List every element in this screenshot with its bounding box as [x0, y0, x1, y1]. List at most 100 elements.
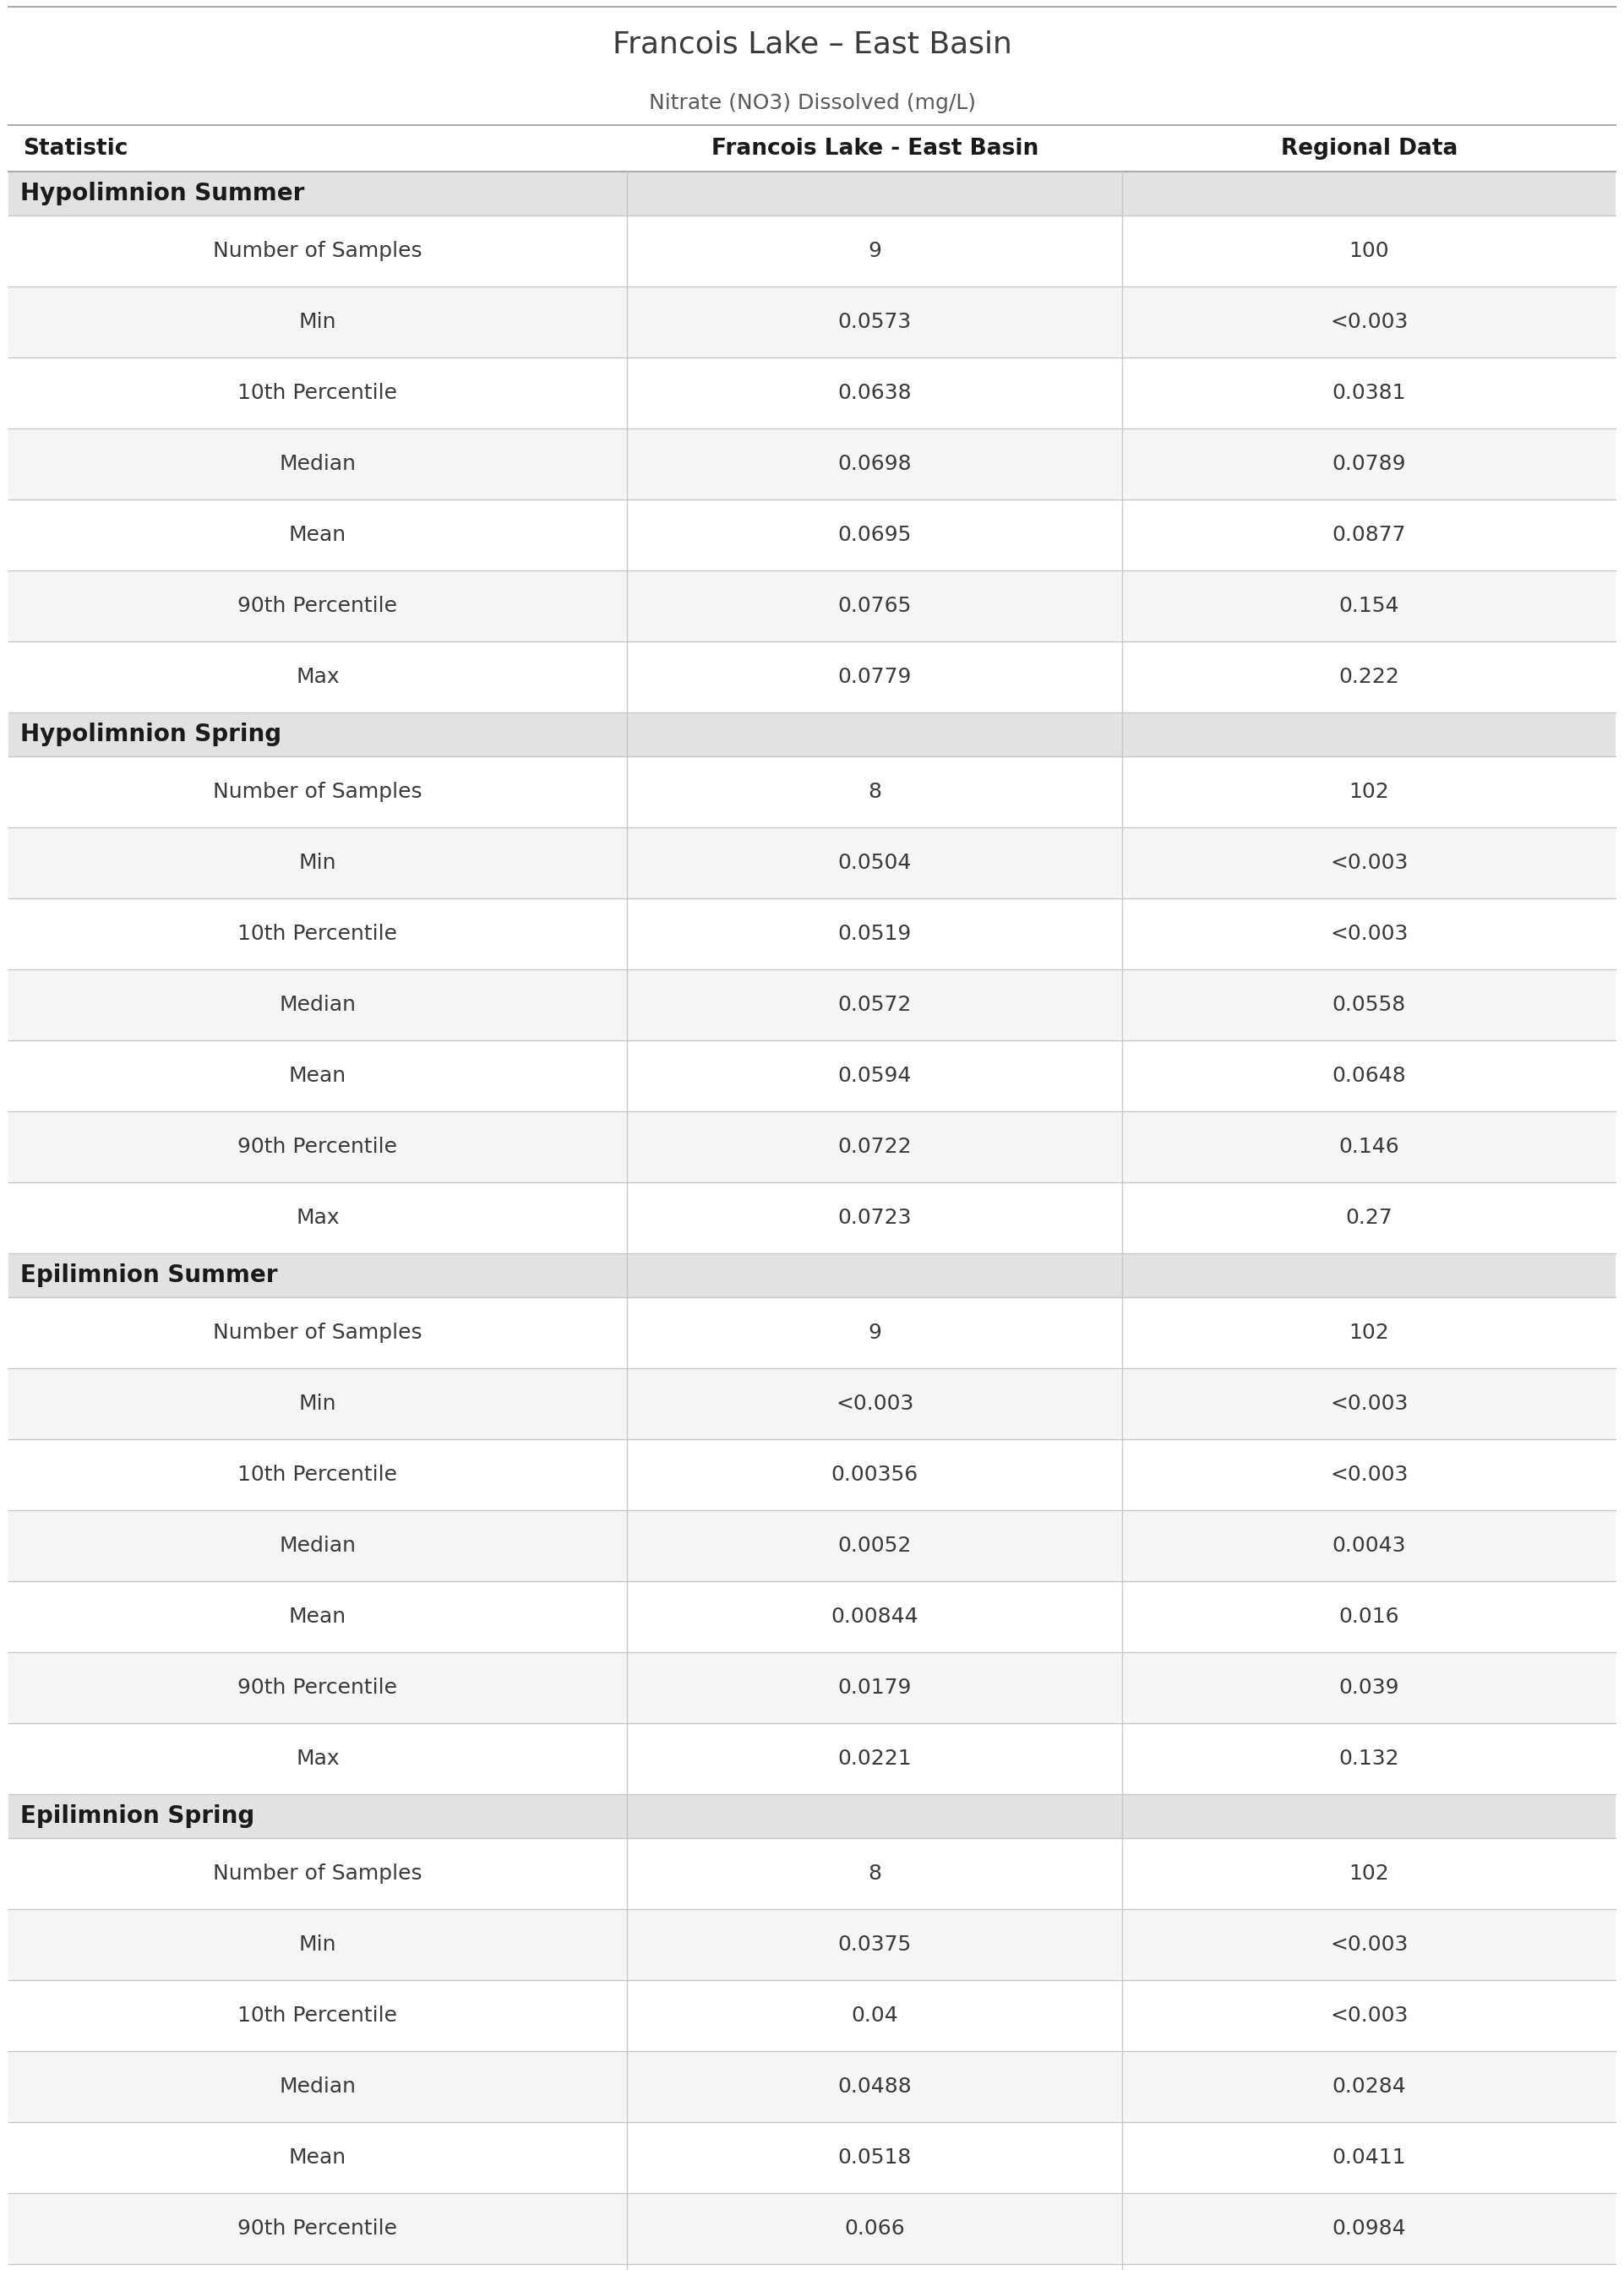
Text: 0.132: 0.132 — [1338, 1748, 1400, 1768]
Text: Min: Min — [299, 1394, 336, 1414]
Bar — [8, 1253, 1616, 1298]
Text: 0.0411: 0.0411 — [1332, 2147, 1406, 2168]
Text: Epilimnion Spring: Epilimnion Spring — [19, 1805, 255, 1827]
Text: 90th Percentile: 90th Percentile — [237, 2218, 398, 2238]
Text: Median: Median — [279, 454, 356, 474]
Bar — [8, 969, 1616, 1040]
Bar — [8, 1723, 1616, 1793]
Text: Mean: Mean — [289, 524, 346, 545]
Text: 102: 102 — [1350, 781, 1389, 801]
Text: 0.0558: 0.0558 — [1332, 994, 1406, 1015]
Bar — [8, 1040, 1616, 1112]
Text: 0.00356: 0.00356 — [831, 1464, 918, 1485]
Text: 0.066: 0.066 — [844, 2218, 905, 2238]
Bar — [8, 756, 1616, 829]
Text: 0.0765: 0.0765 — [838, 595, 911, 615]
Bar — [8, 2122, 1616, 2193]
Text: 90th Percentile: 90th Percentile — [237, 595, 398, 615]
Text: 0.0648: 0.0648 — [1332, 1065, 1406, 1085]
Text: Min: Min — [299, 1934, 336, 1954]
Text: 0.0221: 0.0221 — [838, 1748, 911, 1768]
Text: Statistic: Statistic — [23, 138, 128, 159]
Bar — [8, 1793, 1616, 1839]
Text: 0.27: 0.27 — [1346, 1208, 1393, 1228]
Bar — [8, 1439, 1616, 1510]
Bar — [8, 1183, 1616, 1253]
Text: 0.0789: 0.0789 — [1332, 454, 1406, 474]
Text: 0.04: 0.04 — [851, 2004, 898, 2025]
Text: 0.0052: 0.0052 — [838, 1535, 911, 1555]
Text: Number of Samples: Number of Samples — [213, 781, 422, 801]
Text: 100: 100 — [1350, 241, 1389, 261]
Text: <0.003: <0.003 — [836, 1394, 914, 1414]
Text: Max: Max — [296, 667, 339, 688]
Text: 0.0519: 0.0519 — [838, 924, 911, 944]
Bar — [8, 829, 1616, 899]
Text: 10th Percentile: 10th Percentile — [237, 2004, 398, 2025]
Text: Regional Data: Regional Data — [1281, 138, 1458, 159]
Text: 0.0375: 0.0375 — [838, 1934, 911, 1954]
Text: Francois Lake - East Basin: Francois Lake - East Basin — [711, 138, 1038, 159]
Text: 0.016: 0.016 — [1338, 1607, 1400, 1628]
Text: 0.0638: 0.0638 — [838, 384, 911, 404]
Text: 90th Percentile: 90th Percentile — [237, 1678, 398, 1698]
Text: <0.003: <0.003 — [1330, 1464, 1408, 1485]
Bar — [8, 2052, 1616, 2122]
Bar — [8, 570, 1616, 642]
Text: <0.003: <0.003 — [1330, 1934, 1408, 1954]
Text: Mean: Mean — [289, 2147, 346, 2168]
Text: 0.0381: 0.0381 — [1332, 384, 1406, 404]
Bar — [8, 7, 1616, 82]
Text: 0.0779: 0.0779 — [838, 667, 911, 688]
Bar — [8, 286, 1616, 359]
Text: Median: Median — [279, 994, 356, 1015]
Text: Min: Min — [299, 311, 336, 331]
Text: 8: 8 — [867, 781, 882, 801]
Text: Max: Max — [296, 1208, 339, 1228]
Text: 0.154: 0.154 — [1338, 595, 1400, 615]
Bar — [8, 1369, 1616, 1439]
Text: 8: 8 — [867, 1864, 882, 1884]
Text: 0.0722: 0.0722 — [838, 1137, 911, 1158]
Bar — [8, 1582, 1616, 1653]
Text: 0.0284: 0.0284 — [1332, 2077, 1406, 2097]
Text: Hypolimnion Spring: Hypolimnion Spring — [19, 722, 281, 747]
Text: 0.0179: 0.0179 — [838, 1678, 911, 1698]
Text: <0.003: <0.003 — [1330, 854, 1408, 874]
Bar — [8, 899, 1616, 969]
Bar — [8, 642, 1616, 713]
Bar — [8, 216, 1616, 286]
Bar — [8, 1979, 1616, 2052]
Text: Francois Lake – East Basin: Francois Lake – East Basin — [612, 30, 1012, 59]
Bar — [8, 359, 1616, 429]
Text: Median: Median — [279, 2077, 356, 2097]
Text: <0.003: <0.003 — [1330, 1394, 1408, 1414]
Text: 10th Percentile: 10th Percentile — [237, 384, 398, 404]
Bar — [8, 1909, 1616, 1979]
Text: 10th Percentile: 10th Percentile — [237, 1464, 398, 1485]
Text: 0.0572: 0.0572 — [838, 994, 911, 1015]
Bar — [8, 2263, 1616, 2270]
Text: Median: Median — [279, 1535, 356, 1555]
Text: Number of Samples: Number of Samples — [213, 1323, 422, 1344]
Text: 0.0488: 0.0488 — [838, 2077, 911, 2097]
Bar — [8, 82, 1616, 125]
Bar — [8, 429, 1616, 499]
Text: 90th Percentile: 90th Percentile — [237, 1137, 398, 1158]
Text: 0.146: 0.146 — [1338, 1137, 1400, 1158]
Text: Mean: Mean — [289, 1065, 346, 1085]
Bar — [8, 1653, 1616, 1723]
Bar — [8, 1298, 1616, 1369]
Text: 102: 102 — [1350, 1323, 1389, 1344]
Text: 9: 9 — [867, 241, 882, 261]
Text: 102: 102 — [1350, 1864, 1389, 1884]
Text: 10th Percentile: 10th Percentile — [237, 924, 398, 944]
Text: 0.00844: 0.00844 — [831, 1607, 919, 1628]
Text: 0.0984: 0.0984 — [1332, 2218, 1406, 2238]
Text: 0.222: 0.222 — [1338, 667, 1400, 688]
Text: Mean: Mean — [289, 1607, 346, 1628]
Bar — [8, 1839, 1616, 1909]
Text: 0.0877: 0.0877 — [1332, 524, 1406, 545]
Text: Number of Samples: Number of Samples — [213, 1864, 422, 1884]
Text: 0.0504: 0.0504 — [838, 854, 911, 874]
